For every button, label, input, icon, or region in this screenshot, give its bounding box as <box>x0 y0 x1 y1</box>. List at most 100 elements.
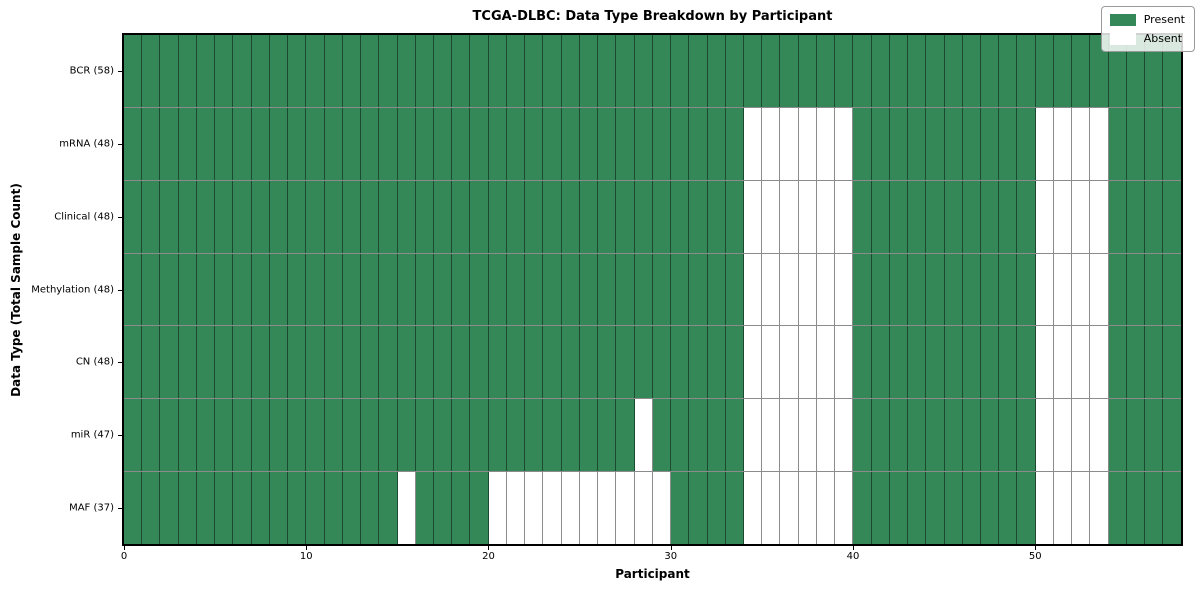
cell-r0-p29 <box>652 35 672 107</box>
cell-r3-p37 <box>798 253 817 326</box>
cell-r3-p16 <box>415 253 434 326</box>
cell-r6-p0 <box>124 472 143 545</box>
cell-r3-p21 <box>506 253 526 326</box>
cell-r0-p31 <box>689 35 708 107</box>
cell-r4-p49 <box>1017 326 1036 399</box>
cell-r4-p57 <box>1163 326 1181 399</box>
cell-r4-p41 <box>871 326 890 399</box>
cell-r4-p3 <box>178 326 197 399</box>
cell-r1-p29 <box>652 107 672 180</box>
cell-r0-p14 <box>379 35 398 107</box>
cell-r6-p7 <box>251 472 270 545</box>
cell-r3-p55 <box>1126 253 1146 326</box>
cell-r3-p12 <box>342 253 362 326</box>
cell-r6-p26 <box>598 472 617 545</box>
cell-r2-p54 <box>1108 180 1127 253</box>
cell-r3-p33 <box>725 253 744 326</box>
cell-r1-p39 <box>835 107 854 180</box>
cell-r3-p31 <box>689 253 708 326</box>
cell-r5-p22 <box>525 399 544 472</box>
cell-r3-p28 <box>634 253 653 326</box>
cell-r2-p16 <box>415 180 434 253</box>
cell-r0-p45 <box>944 35 963 107</box>
cell-r1-p18 <box>452 107 471 180</box>
cell-r0-p24 <box>561 35 580 107</box>
cell-r3-p43 <box>908 253 927 326</box>
cell-r5-p39 <box>835 399 854 472</box>
cell-r0-p39 <box>835 35 854 107</box>
cell-r3-p13 <box>361 253 380 326</box>
cell-r6-p57 <box>1163 472 1181 545</box>
cell-r4-p45 <box>944 326 963 399</box>
cell-r5-p37 <box>798 399 817 472</box>
cell-r1-p56 <box>1145 107 1164 180</box>
cell-r4-p1 <box>142 326 161 399</box>
cell-r4-p31 <box>689 326 708 399</box>
cell-r3-p30 <box>671 253 690 326</box>
cell-r6-p51 <box>1053 472 1073 545</box>
cell-r6-p27 <box>616 472 635 545</box>
cell-r3-p35 <box>762 253 781 326</box>
x-axis-label: Participant <box>615 567 690 581</box>
cell-r5-p25 <box>579 399 599 472</box>
cell-r3-p17 <box>433 253 453 326</box>
cell-r4-p25 <box>579 326 599 399</box>
cell-r2-p1 <box>142 180 161 253</box>
cell-r4-p0 <box>124 326 143 399</box>
cell-r6-p10 <box>306 472 325 545</box>
cell-r3-p6 <box>233 253 252 326</box>
cell-r0-p19 <box>470 35 489 107</box>
cell-r0-p36 <box>780 35 799 107</box>
cell-r6-p21 <box>506 472 526 545</box>
cell-r5-p32 <box>707 399 726 472</box>
cell-r0-p57 <box>1163 35 1181 107</box>
cell-r1-p3 <box>178 107 197 180</box>
cell-r4-p28 <box>634 326 653 399</box>
cell-r4-p30 <box>671 326 690 399</box>
cell-r5-p49 <box>1017 399 1036 472</box>
cell-r1-p20 <box>488 107 507 180</box>
x-tick-mark <box>306 546 308 550</box>
cell-r4-p27 <box>616 326 635 399</box>
cell-r2-p42 <box>889 180 909 253</box>
cell-r1-p9 <box>288 107 307 180</box>
cell-r4-p54 <box>1108 326 1127 399</box>
cell-r1-p32 <box>707 107 726 180</box>
cell-r2-p15 <box>397 180 416 253</box>
cell-r3-p7 <box>251 253 270 326</box>
cell-r3-p54 <box>1108 253 1127 326</box>
cell-r0-p37 <box>798 35 817 107</box>
cell-r0-p9 <box>288 35 307 107</box>
cell-r0-p49 <box>1017 35 1036 107</box>
cell-r3-p3 <box>178 253 197 326</box>
cell-r1-p50 <box>1035 107 1054 180</box>
cell-r5-p17 <box>433 399 453 472</box>
cell-r6-p41 <box>871 472 890 545</box>
cell-r2-p48 <box>999 180 1018 253</box>
cell-r1-p46 <box>962 107 982 180</box>
cell-r4-p18 <box>452 326 471 399</box>
cell-r2-p22 <box>525 180 544 253</box>
cell-r0-p11 <box>324 35 343 107</box>
cell-r4-p16 <box>415 326 434 399</box>
cell-r3-p41 <box>871 253 890 326</box>
cell-r2-p49 <box>1017 180 1036 253</box>
cell-r6-p42 <box>889 472 909 545</box>
cell-r0-p42 <box>889 35 909 107</box>
heatmap-row-mir <box>124 399 1181 473</box>
cell-r2-p5 <box>215 180 234 253</box>
cell-r1-p24 <box>561 107 580 180</box>
y-tick-label: mRNA (48) <box>59 138 114 150</box>
cell-r2-p20 <box>488 180 507 253</box>
cell-r4-p13 <box>361 326 380 399</box>
cell-r6-p52 <box>1072 472 1091 545</box>
cell-r3-p46 <box>962 253 982 326</box>
cell-r5-p47 <box>981 399 1000 472</box>
cell-r0-p26 <box>598 35 617 107</box>
cell-r6-p20 <box>488 472 507 545</box>
cell-r3-p15 <box>397 253 416 326</box>
cell-r3-p22 <box>525 253 544 326</box>
cell-r1-p33 <box>725 107 744 180</box>
cell-r0-p6 <box>233 35 252 107</box>
cell-r5-p41 <box>871 399 890 472</box>
